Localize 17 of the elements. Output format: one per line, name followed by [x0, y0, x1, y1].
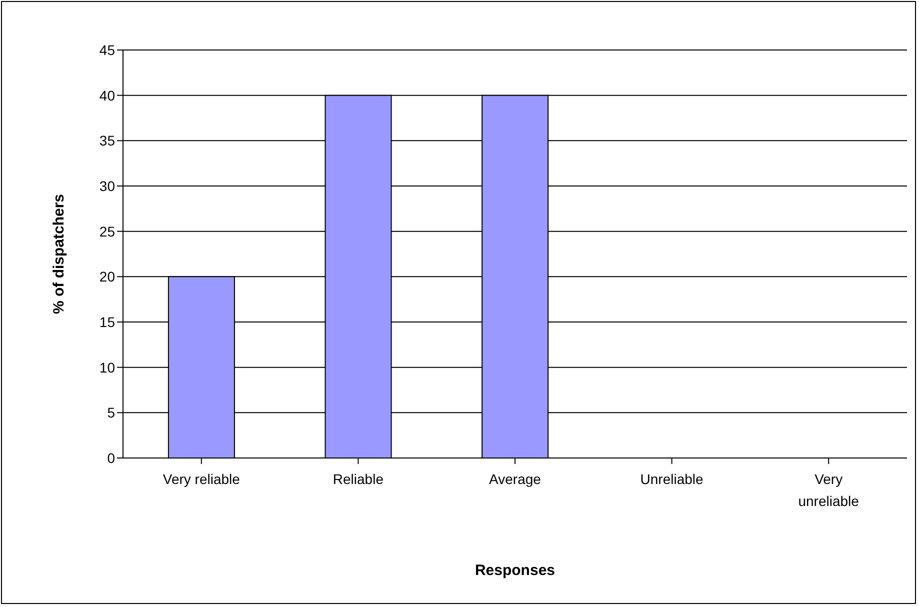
y-tick-label: 30	[99, 178, 116, 194]
x-tick-label: Average	[489, 471, 542, 487]
y-tick-label: 0	[107, 450, 116, 466]
x-tick-label: Very reliable	[162, 471, 240, 487]
y-tick-label: 25	[99, 223, 116, 240]
x-axis-title: Responses	[474, 562, 556, 579]
y-tick-label: 15	[99, 314, 116, 330]
y-axis-title: % of dispatchers	[50, 194, 68, 314]
x-tick-label: Reliable	[332, 471, 384, 487]
y-tick-label: 40	[99, 87, 116, 104]
y-tick-label: 45	[99, 42, 116, 58]
x-tick-label: Unreliable	[640, 471, 704, 487]
y-tick-label: 5	[107, 404, 116, 421]
y-tick-label: 20	[99, 268, 116, 285]
y-tick-label: 10	[99, 359, 116, 376]
y-tick-label: 35	[99, 132, 116, 149]
x-tick-label: Very unreliable	[798, 471, 860, 509]
